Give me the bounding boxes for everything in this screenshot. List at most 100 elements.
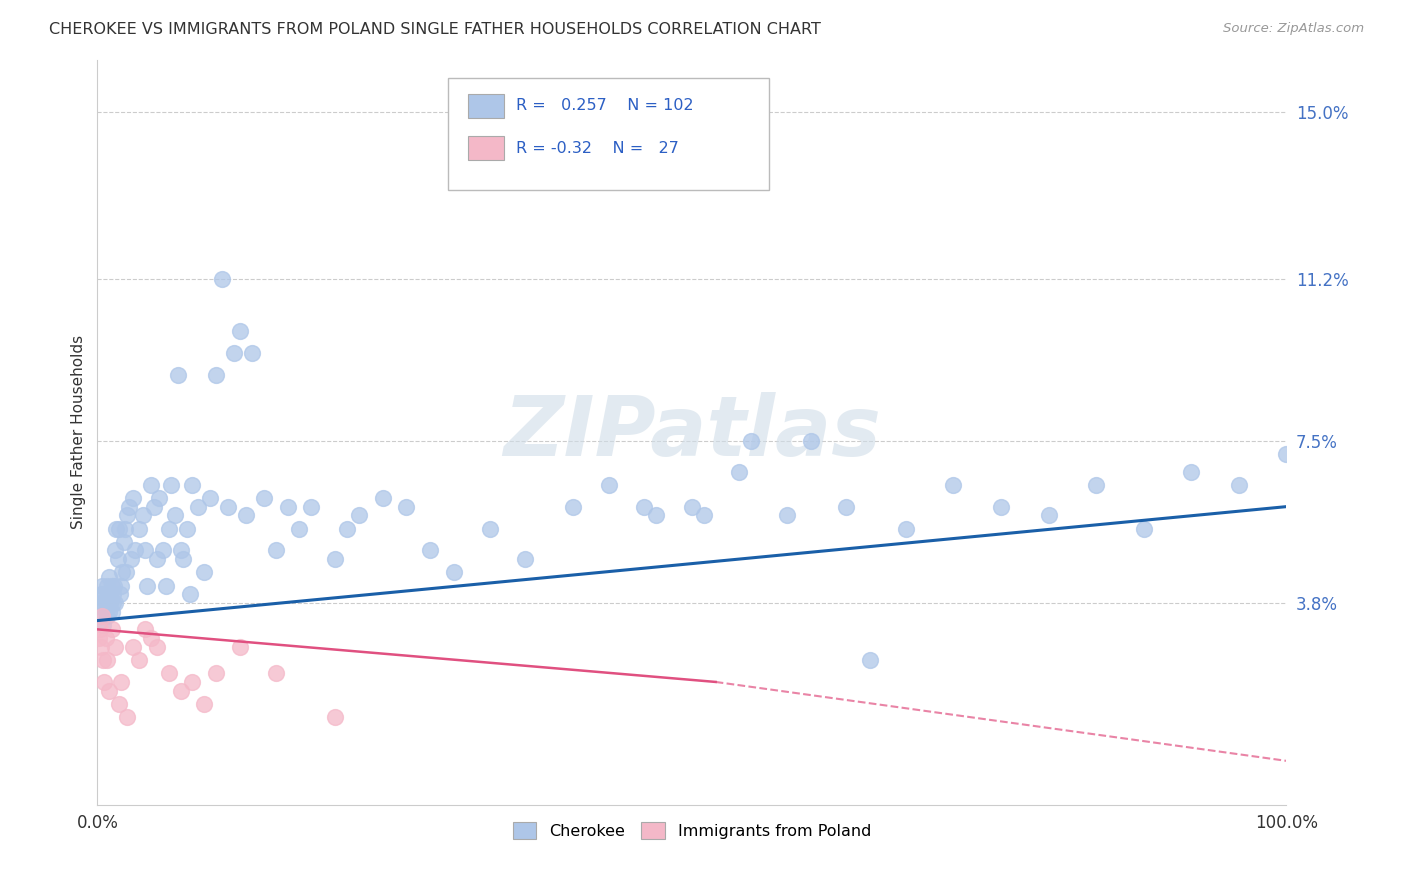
Point	[100, 605, 122, 619]
Point	[110, 675, 132, 690]
FancyBboxPatch shape	[468, 136, 503, 161]
Point	[100, 596, 122, 610]
Point	[103, 578, 125, 592]
Point	[645, 508, 668, 523]
Point	[104, 640, 127, 654]
Point	[90, 587, 112, 601]
FancyBboxPatch shape	[468, 94, 503, 118]
Point	[104, 596, 127, 610]
Point	[169, 683, 191, 698]
Point	[136, 578, 159, 592]
Point	[128, 522, 150, 536]
Point	[1038, 508, 1060, 523]
Point	[134, 543, 156, 558]
Point	[235, 508, 257, 523]
Point	[98, 683, 121, 698]
Point	[112, 534, 135, 549]
Point	[122, 491, 145, 505]
Point	[167, 368, 190, 383]
Point	[157, 522, 180, 536]
Point	[562, 500, 585, 514]
Point	[419, 543, 441, 558]
Point	[101, 596, 124, 610]
Point	[478, 522, 501, 536]
Point	[217, 500, 239, 514]
Point	[100, 623, 122, 637]
Point	[633, 500, 655, 514]
Point	[110, 578, 132, 592]
Point	[91, 618, 114, 632]
Point	[100, 587, 122, 601]
Point	[205, 368, 228, 383]
Point	[193, 697, 215, 711]
Point	[1275, 447, 1298, 461]
Point	[139, 631, 162, 645]
Point	[131, 508, 153, 523]
Point	[98, 570, 121, 584]
Point	[229, 324, 252, 338]
Y-axis label: Single Father Households: Single Father Households	[72, 335, 86, 529]
Point	[181, 675, 204, 690]
Point	[859, 653, 882, 667]
Point	[336, 522, 359, 536]
Point	[395, 500, 418, 514]
Point	[107, 552, 129, 566]
Legend: Cherokee, Immigrants from Poland: Cherokee, Immigrants from Poland	[506, 816, 877, 845]
Point	[98, 605, 121, 619]
Point	[96, 578, 118, 592]
Point	[371, 491, 394, 505]
Point	[169, 543, 191, 558]
Text: Source: ZipAtlas.com: Source: ZipAtlas.com	[1223, 22, 1364, 36]
Point	[91, 609, 114, 624]
Text: CHEROKEE VS IMMIGRANTS FROM POLAND SINGLE FATHER HOUSEHOLDS CORRELATION CHART: CHEROKEE VS IMMIGRANTS FROM POLAND SINGL…	[49, 22, 821, 37]
Point	[143, 500, 166, 514]
Point	[776, 508, 799, 523]
Point	[91, 600, 114, 615]
Point	[89, 596, 111, 610]
Point	[179, 587, 201, 601]
Point	[94, 596, 117, 610]
Point	[264, 543, 287, 558]
Point	[93, 587, 115, 601]
Point	[253, 491, 276, 505]
Point	[800, 434, 823, 448]
Point	[97, 587, 120, 601]
Point	[277, 500, 299, 514]
Text: R = -0.32    N =   27: R = -0.32 N = 27	[516, 141, 679, 156]
Point	[1085, 477, 1108, 491]
Point	[240, 346, 263, 360]
Point	[990, 500, 1012, 514]
Point	[101, 587, 124, 601]
Point	[146, 640, 169, 654]
Point	[134, 623, 156, 637]
Point	[111, 566, 134, 580]
Point	[148, 491, 170, 505]
Point	[163, 508, 186, 523]
Point	[100, 578, 122, 592]
Point	[693, 508, 716, 523]
Point	[193, 566, 215, 580]
FancyBboxPatch shape	[449, 78, 769, 190]
Point	[107, 697, 129, 711]
Point	[96, 653, 118, 667]
Point	[114, 522, 136, 536]
Point	[94, 631, 117, 645]
Point	[97, 596, 120, 610]
Point	[172, 552, 194, 566]
Point	[91, 653, 114, 667]
Point	[229, 640, 252, 654]
Point	[264, 666, 287, 681]
Point	[87, 631, 110, 645]
Point	[96, 609, 118, 624]
Point	[299, 500, 322, 514]
Point	[107, 522, 129, 536]
Point	[187, 500, 209, 514]
Point	[515, 552, 537, 566]
Point	[347, 508, 370, 523]
Point	[124, 543, 146, 558]
Point	[160, 477, 183, 491]
Point	[942, 477, 965, 491]
Point	[181, 477, 204, 491]
Point	[93, 675, 115, 690]
Point	[1227, 477, 1250, 491]
